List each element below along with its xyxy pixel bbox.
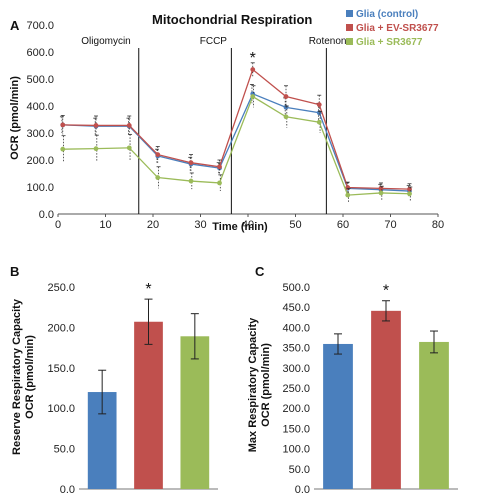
chart-b-bar	[134, 321, 163, 489]
injection-label: FCCP	[200, 36, 228, 47]
injection-label: Rotenone	[309, 36, 353, 47]
chart-c-y-tick: 450.0	[282, 302, 310, 314]
chart-c-bar	[419, 341, 449, 489]
series-line	[62, 93, 410, 192]
chart-a-x-tick: 10	[99, 219, 111, 231]
data-point	[283, 114, 289, 120]
chart-b-bar	[180, 336, 210, 489]
chart-b-ylabel-line2: OCR (pmol/min)	[24, 335, 36, 419]
significance-star: *	[250, 50, 256, 67]
chart-b-y-tick: 100.0	[47, 403, 75, 415]
data-point	[250, 94, 256, 99]
series-line	[62, 68, 410, 190]
panel-label-c: C	[255, 264, 265, 279]
panel-label-b: B	[10, 264, 19, 279]
chart-c-y-tick: 350.0	[282, 343, 310, 355]
chart-a-ylabel: OCR (pmol/min)	[9, 76, 21, 160]
chart-c-y-tick: 200.0	[282, 403, 310, 415]
chart-a: 0.0 100.0 200.0 300.0 400.0 500.0 600.0 700.0 0 1…	[26, 20, 444, 231]
chart-c-axes: 0.0 50.0 100.0 150.0 200.0 250.0 300.0 350.0 400…	[282, 282, 458, 496]
chart-c-ylabel-line1: Max Respiratory Capacity	[247, 317, 259, 452]
data-point	[60, 146, 66, 152]
chart-a-x-tick: 30	[194, 219, 206, 231]
data-point	[407, 191, 412, 197]
data-point	[316, 119, 322, 125]
data-point	[155, 175, 161, 180]
data-point	[155, 152, 161, 158]
data-point	[316, 102, 322, 108]
legend-label-ev: Glia + EV-SR3677	[356, 23, 439, 34]
chart-c-bars: *	[323, 283, 449, 489]
chart-c-significance-star: *	[383, 283, 389, 300]
chart-a-y-tick: 100.0	[26, 182, 54, 194]
chart-c-y-tick: 300.0	[282, 363, 310, 375]
data-point	[345, 192, 351, 198]
legend-swatch-ev	[346, 24, 353, 31]
chart-a-x-tick: 0	[55, 219, 61, 231]
chart-b-significance-star: *	[145, 281, 151, 298]
chart-a-annotations: *	[250, 50, 256, 67]
data-point	[250, 67, 256, 72]
data-point	[217, 164, 222, 170]
chart-a-y-tick: 400.0	[26, 101, 54, 113]
data-point	[60, 122, 66, 128]
chart-c-y-tick: 100.0	[282, 444, 310, 456]
data-point	[93, 146, 99, 152]
chart-b-y-tick: 0.0	[60, 484, 75, 496]
data-point	[217, 180, 222, 186]
chart-a-title: Mitochondrial Respiration	[152, 12, 312, 27]
chart-c-y-tick: 50.0	[289, 464, 310, 476]
data-point	[188, 178, 194, 184]
chart-a-y-tick: 500.0	[26, 74, 54, 86]
chart-a-y-tick: 200.0	[26, 155, 54, 167]
data-point	[407, 186, 412, 192]
chart-a-x-tick: 50	[289, 219, 301, 231]
data-point	[126, 123, 132, 128]
chart-b: 0.0 50.0 100.0 150.0 200.0 250.0 *	[47, 281, 218, 496]
data-point	[378, 190, 384, 196]
chart-a-y-tick: 0.0	[39, 209, 54, 221]
chart-b-y-tick: 50.0	[54, 444, 75, 456]
chart-a-x-tick: 60	[337, 219, 349, 231]
data-point	[126, 145, 132, 151]
chart-a-axes: 0.0 100.0 200.0 300.0 400.0 500.0 600.0 700.0 0 1…	[26, 20, 444, 231]
legend-swatch-sr	[346, 38, 353, 45]
legend-swatch-control	[346, 10, 353, 17]
data-point	[378, 185, 384, 191]
injection-label: Oligomycin	[81, 36, 130, 47]
data-point	[93, 123, 99, 128]
chart-c-bar	[323, 343, 353, 489]
chart-b-y-tick: 200.0	[47, 322, 75, 334]
chart-a-x-tick: 40	[242, 219, 254, 231]
chart-a-y-tick: 300.0	[26, 128, 54, 140]
chart-b-y-tick: 150.0	[47, 363, 75, 375]
chart-c-y-tick: 0.0	[295, 484, 310, 496]
chart-c: 0.0 50.0 100.0 150.0 200.0 250.0 300.0 350.0 400…	[282, 282, 458, 496]
chart-a-x-tick: 20	[147, 219, 159, 231]
chart-a-x-tick: 70	[384, 219, 396, 231]
chart-c-bar	[371, 310, 401, 489]
data-point	[283, 94, 289, 99]
legend-label-control: Glia (control)	[356, 9, 418, 20]
panel-label-a: A	[10, 18, 20, 33]
legend: Glia (control) Glia + EV-SR3677 Glia + S…	[346, 9, 439, 48]
chart-a-series	[59, 62, 413, 202]
chart-c-y-tick: 250.0	[282, 383, 310, 395]
chart-a-xlabel: Time (min)	[212, 221, 268, 233]
data-point	[188, 160, 194, 166]
legend-label-sr: Glia + SR3677	[356, 37, 423, 48]
chart-c-y-tick: 500.0	[282, 282, 310, 294]
series-line	[62, 95, 410, 196]
chart-b-ylabel-line1: Reserve Respiratory Capacity	[11, 298, 23, 455]
chart-c-y-tick: 150.0	[282, 423, 310, 435]
chart-c-ylabel-line2: OCR (pmol/min)	[260, 343, 272, 427]
chart-b-bars: *	[87, 281, 210, 489]
chart-a-y-tick: 700.0	[26, 20, 54, 32]
chart-a-x-tick: 80	[432, 219, 444, 231]
chart-a-y-tick: 600.0	[26, 47, 54, 59]
chart-c-y-tick: 400.0	[282, 322, 310, 334]
chart-b-y-tick: 250.0	[47, 282, 75, 294]
